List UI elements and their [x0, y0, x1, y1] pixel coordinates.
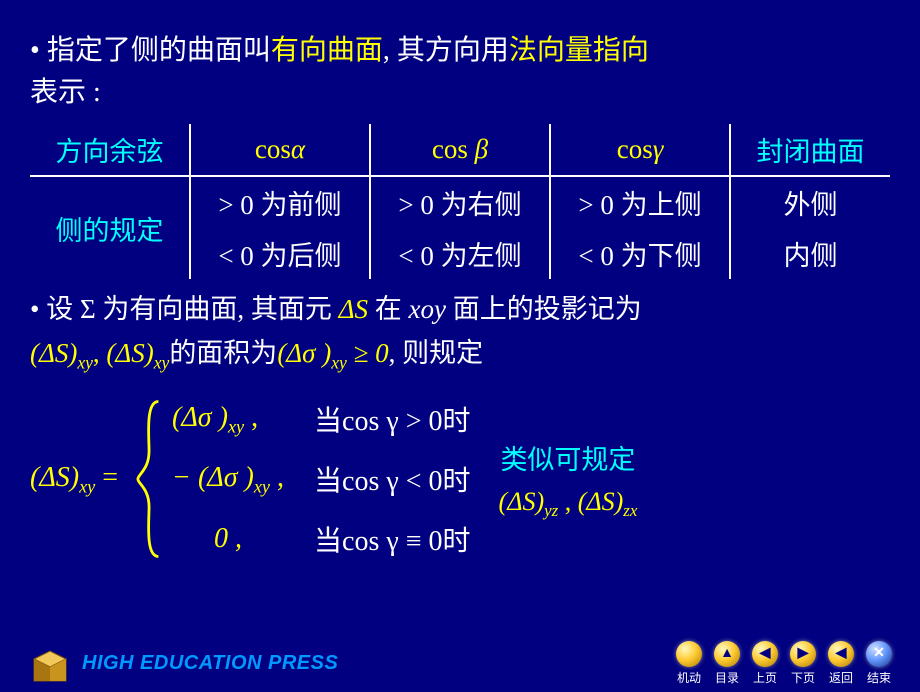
similar-definition: 类似可规定 (ΔS)yz , (ΔS)zx [499, 438, 638, 521]
intro-line2: 表示 : [30, 77, 101, 108]
cell-outer: 外侧 [730, 176, 890, 228]
cases-grid: (Δσ )xy , 当cos γ > 0时 − (Δσ )xy , 当cos γ… [172, 399, 470, 559]
p2-t3: 面上的投影记为 [446, 294, 642, 324]
right-triangle-icon: ▶ [790, 641, 816, 667]
case2-value: − (Δσ )xy , [172, 462, 284, 498]
slide-content: • 指定了侧的曲面叫有向曲面, 其方向用法向量指向 表示 : 方向余弦 cosα… [0, 0, 920, 564]
nav-next-button[interactable]: ▶ 下页 [790, 641, 816, 686]
nav-label: 结束 [867, 669, 891, 686]
nav-label: 返回 [829, 669, 853, 686]
bullet-icon: • [30, 35, 40, 66]
intro-pre1: 指定了侧的曲面叫 [40, 35, 271, 66]
nav-label: 目录 [715, 669, 739, 686]
cell-alpha-pos: > 0 为前侧 [190, 176, 370, 228]
case3-cond: 当cos γ ≡ 0时 [314, 519, 471, 559]
case1-cond: 当cos γ > 0时 [314, 399, 471, 439]
brand-block: HIGH EDUCATION PRESS [28, 641, 338, 685]
th-label: 方向余弦 [30, 124, 190, 176]
row-label: 侧的规定 [30, 176, 190, 279]
piecewise-formula: (ΔS)xy = (Δσ )xy , 当cos γ > 0时 − (Δσ )xy… [30, 394, 890, 564]
case1-value: (Δσ )xy , [172, 402, 284, 438]
nav-label: 上页 [753, 669, 777, 686]
th-cos-gamma: cosγ [550, 124, 730, 176]
p2-t2: 在 [368, 294, 409, 324]
p2-dSxy1: (ΔS)xy [30, 338, 93, 368]
th-cos-beta: cos β [370, 124, 550, 176]
similar-expr: (ΔS)yz , (ΔS)zx [499, 487, 638, 521]
nav-end-button[interactable]: ✕ 结束 [866, 641, 892, 686]
projection-paragraph: • 设 Σ 为有向曲面, 其面元 ΔS 在 xoy 面上的投影记为 (ΔS)xy… [30, 287, 890, 384]
intro-term2: 法向量指向 [509, 35, 649, 66]
p2-xoy: xoy [409, 294, 446, 324]
nav-back-button[interactable]: ◀ 返回 [828, 641, 854, 686]
similar-label: 类似可规定 [499, 438, 638, 477]
footer-bar: HIGH EDUCATION PRESS 机动 ▲ 目录 ◀ 上页 ▶ 下页 ◀… [0, 636, 920, 690]
back-triangle-icon: ◀ [828, 641, 854, 667]
circle-icon [676, 641, 702, 667]
nav-prev-button[interactable]: ◀ 上页 [752, 641, 778, 686]
cell-beta-neg: < 0 为左侧 [370, 228, 550, 279]
th-closed-surface: 封闭曲面 [730, 124, 890, 176]
left-brace-icon [136, 394, 164, 564]
intro-mid1: , 其方向用 [383, 35, 509, 66]
intro-term1: 有向曲面 [271, 35, 383, 66]
p2-t5: , 则规定 [389, 338, 484, 368]
nav-auto-button[interactable]: 机动 [676, 641, 702, 686]
cell-gamma-neg: < 0 为下侧 [550, 228, 730, 279]
p2-dSxy2: (ΔS)xy [106, 338, 169, 368]
close-icon: ✕ [866, 641, 892, 667]
case2-cond: 当cos γ < 0时 [314, 459, 471, 499]
th-cos-alpha: cosα [190, 124, 370, 176]
nav-toc-button[interactable]: ▲ 目录 [714, 641, 740, 686]
cell-gamma-pos: > 0 为上侧 [550, 176, 730, 228]
brand-text: HIGH EDUCATION PRESS [82, 652, 338, 675]
p2-t4: 的面积为 [169, 338, 277, 368]
nav-label: 机动 [677, 669, 701, 686]
up-triangle-icon: ▲ [714, 641, 740, 667]
cell-beta-pos: > 0 为右侧 [370, 176, 550, 228]
cell-inner: 内侧 [730, 228, 890, 279]
p2-dsigma: (Δσ )xy ≥ 0 [277, 338, 388, 368]
piecewise-body: (Δσ )xy , 当cos γ > 0时 − (Δσ )xy , 当cos γ… [136, 394, 470, 564]
nav-label: 下页 [791, 669, 815, 686]
p2-dS: ΔS [339, 294, 368, 324]
nav-buttons: 机动 ▲ 目录 ◀ 上页 ▶ 下页 ◀ 返回 ✕ 结束 [676, 641, 892, 686]
p2-t1: 设 Σ 为有向曲面, 其面元 [39, 294, 338, 324]
cell-alpha-neg: < 0 为后侧 [190, 228, 370, 279]
case3-value: 0 , [172, 523, 284, 555]
intro-paragraph: • 指定了侧的曲面叫有向曲面, 其方向用法向量指向 表示 : [30, 30, 890, 114]
p2-comma1: , [93, 338, 107, 368]
logo-icon [28, 641, 72, 685]
left-triangle-icon: ◀ [752, 641, 778, 667]
direction-cosine-table: 方向余弦 cosα cos β cosγ 封闭曲面 侧的规定 > 0 为前侧 >… [30, 124, 890, 279]
formula-lhs: (ΔS)xy = [30, 462, 118, 498]
